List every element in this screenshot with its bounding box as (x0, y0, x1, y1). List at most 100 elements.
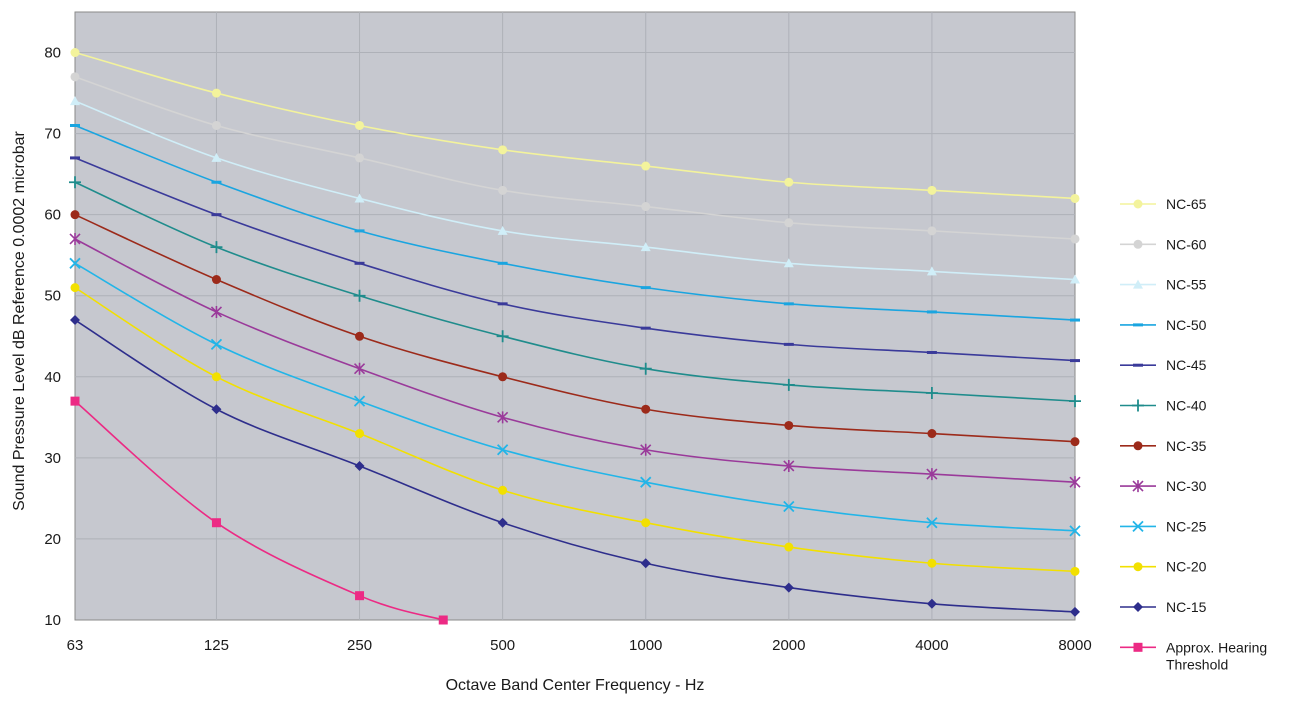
y-tick-label: 30 (44, 450, 61, 467)
data-point (641, 404, 651, 414)
y-tick-label: 50 (44, 288, 61, 305)
y-tick-label: 60 (44, 207, 61, 224)
data-point (1070, 274, 1080, 284)
data-point (641, 161, 651, 171)
data-point (211, 120, 221, 130)
series-line (74, 400, 444, 621)
data-point (70, 315, 80, 326)
legend-item: NC-15 (1120, 599, 1207, 615)
data-point (641, 202, 651, 212)
series-line (74, 76, 1076, 240)
series-line (74, 181, 1076, 402)
series-nc-65 (70, 48, 1080, 203)
data-point (496, 444, 509, 456)
data-point (497, 225, 508, 235)
data-point (354, 460, 365, 471)
data-point (211, 404, 222, 415)
series-line (74, 319, 1076, 613)
legend-item: NC-40 (1120, 398, 1207, 414)
legend-item: NC-50 (1120, 317, 1207, 333)
legend-item: NC-60 (1120, 236, 1207, 252)
data-point (783, 258, 794, 268)
y-tick-label: 80 (44, 45, 61, 62)
x-axis-title: Octave Band Center Frequency - Hz (446, 677, 705, 694)
x-axis-ticks: 63 125 250 500 1000 2000 4000 8000 (67, 637, 1092, 654)
data-point (784, 218, 794, 228)
data-point (927, 226, 937, 236)
data-point (926, 517, 938, 529)
data-point (925, 387, 938, 400)
data-point (1069, 476, 1081, 489)
data-point (782, 378, 795, 391)
data-point (211, 518, 221, 528)
legend-label: NC-55 (1166, 277, 1207, 293)
legend-label-cont: Threshold (1166, 656, 1228, 672)
series-line (74, 262, 1076, 532)
data-point (70, 48, 80, 58)
legend-item: NC-45 (1120, 357, 1207, 373)
data-point (1133, 441, 1143, 451)
legend-item: NC-25 (1120, 518, 1207, 534)
data-point (926, 266, 937, 276)
data-point (783, 500, 795, 513)
x-tick-label: 500 (490, 637, 515, 654)
data-point (641, 518, 651, 528)
data-point (1069, 395, 1081, 408)
data-point (1133, 642, 1143, 652)
data-point (210, 241, 223, 254)
data-point (497, 411, 509, 424)
series-approx-hearing-threshold (70, 396, 448, 625)
data-point (498, 372, 508, 382)
data-point (496, 330, 509, 343)
series-nc-55 (70, 96, 1080, 284)
data-point (497, 517, 508, 528)
data-point (70, 283, 80, 293)
series-line (74, 213, 1076, 443)
series-layer (69, 48, 1081, 625)
data-point (70, 72, 80, 82)
x-tick-label: 2000 (772, 637, 805, 654)
data-point (1132, 399, 1144, 412)
data-point (498, 145, 508, 155)
y-tick-label: 40 (44, 369, 61, 386)
data-point (355, 331, 365, 341)
data-point (1133, 562, 1143, 572)
data-point (1070, 566, 1080, 576)
data-point (498, 185, 508, 195)
data-point (355, 120, 365, 130)
data-point (353, 362, 366, 375)
data-point (498, 485, 508, 495)
y-axis-ticks: 10 20 30 40 50 60 70 80 (44, 45, 61, 629)
data-point (783, 459, 795, 472)
data-point (1070, 437, 1080, 447)
data-point (69, 257, 81, 269)
legend-item: NC-35 (1120, 438, 1207, 454)
x-tick-label: 1000 (629, 637, 662, 654)
data-point (640, 476, 652, 488)
legend-label: NC-60 (1166, 236, 1207, 252)
data-point (211, 152, 222, 162)
data-point (1069, 525, 1081, 537)
data-point (210, 338, 223, 351)
data-point (927, 429, 937, 439)
data-point (70, 210, 80, 220)
legend: NC-65 NC-60 NC-55 NC-50 NC-45 NC-40 NC-35 NC-30… (1120, 196, 1267, 672)
legend-label: NC-15 (1166, 599, 1207, 615)
plot-area (74, 11, 1076, 621)
series-nc-30 (69, 232, 1081, 489)
legend-label: NC-50 (1166, 317, 1207, 333)
y-axis-title: Sound Pressure Level dB Reference 0.0002… (11, 130, 28, 510)
x-tick-label: 125 (204, 637, 229, 654)
data-point (926, 598, 937, 609)
data-point (211, 275, 221, 285)
series-nc-60 (70, 72, 1080, 244)
series-nc-40 (69, 176, 1081, 408)
data-point (210, 305, 223, 318)
legend-label: NC-30 (1166, 478, 1207, 494)
data-point (211, 88, 221, 98)
data-point (1133, 199, 1143, 209)
data-point (69, 176, 81, 189)
